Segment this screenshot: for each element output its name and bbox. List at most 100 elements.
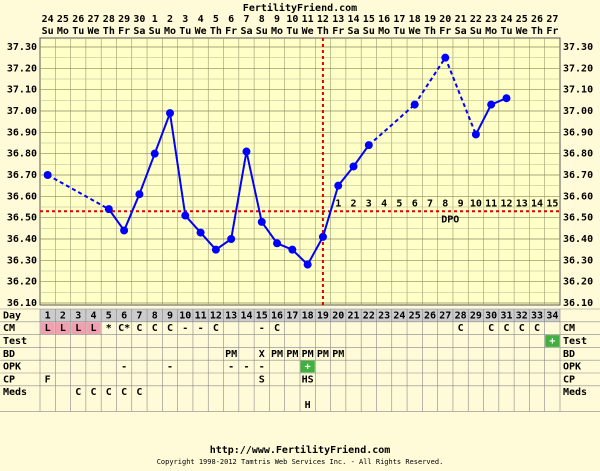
- temperature-point: [502, 94, 511, 103]
- weekday-label: Fr: [332, 26, 344, 37]
- day-number: 13: [225, 310, 237, 321]
- weekday-label: We: [88, 26, 100, 37]
- date-label: 9: [274, 14, 280, 25]
- day-number: 31: [500, 310, 512, 321]
- day-number: 15: [256, 310, 268, 321]
- temperature-line: [352, 144, 370, 168]
- y-tick-label: 36.20: [7, 277, 37, 288]
- gap-connector: [413, 57, 447, 106]
- cell-highlight: [300, 360, 315, 373]
- copyright: Copyright 1998-2012 Tamtris Web Services…: [157, 458, 444, 466]
- temperature-point: [104, 205, 113, 214]
- dpo-label: DPO: [441, 214, 459, 225]
- y-tick-label-right: 36.70: [563, 170, 593, 181]
- row-label-right: Meds: [563, 387, 587, 398]
- cell-text: C: [213, 323, 219, 334]
- day-number: 26: [424, 310, 436, 321]
- dpo-number: 15: [546, 198, 558, 209]
- day-number: 8: [152, 310, 158, 321]
- day-number: 19: [317, 310, 329, 321]
- dpo-number: 9: [458, 198, 464, 209]
- dpo-number: 8: [442, 198, 448, 209]
- cell-text: C*: [118, 323, 130, 334]
- row-label: CP: [3, 374, 15, 385]
- weekday-label: Su: [470, 26, 482, 37]
- date-label: 22: [470, 14, 482, 25]
- day-number: 1: [45, 310, 51, 321]
- date-label: 2: [167, 14, 173, 25]
- date-label: 23: [485, 14, 497, 25]
- cell-text: C: [274, 323, 280, 334]
- row-label-right: Test: [563, 336, 587, 347]
- weekday-label: Su: [149, 26, 161, 37]
- weekday-label: Su: [363, 26, 375, 37]
- cell-text: C: [458, 323, 464, 334]
- date-label: 11: [302, 14, 314, 25]
- day-number: 18: [302, 310, 314, 321]
- cell-text: C: [136, 323, 142, 334]
- temperature-point: [43, 171, 52, 179]
- temperature-line: [260, 221, 278, 244]
- cell-text: C: [534, 323, 540, 334]
- weekday-label: Mo: [57, 26, 69, 37]
- y-tick-label: 37.20: [7, 63, 37, 74]
- row-label: Test: [3, 336, 27, 347]
- cell-text: C: [75, 387, 81, 398]
- date-label: 29: [118, 14, 130, 25]
- temperature-point: [334, 181, 343, 190]
- y-tick-label: 36.70: [7, 170, 37, 181]
- cell-highlight: [86, 322, 101, 335]
- dpo-number: 4: [381, 198, 387, 209]
- row-label-right: BD: [563, 349, 575, 360]
- weekday-label: Mo: [378, 26, 390, 37]
- y-tick-label: 36.50: [7, 213, 37, 224]
- cell-text: C: [488, 323, 494, 334]
- day-number: 9: [167, 310, 173, 321]
- cell-text: C: [106, 387, 112, 398]
- y-tick-label-right: 36.90: [563, 127, 593, 138]
- dpo-number: 6: [412, 198, 418, 209]
- day-number: 32: [516, 310, 528, 321]
- weekday-label: We: [195, 26, 207, 37]
- cell-text: C: [167, 323, 173, 334]
- date-label: 20: [439, 14, 451, 25]
- day-number: 5: [106, 310, 112, 321]
- weekday-label: Sa: [240, 26, 252, 37]
- dpo-number: 5: [396, 198, 402, 209]
- cell-highlight: [545, 335, 560, 347]
- cell-text: L: [45, 323, 51, 334]
- temperature-point: [273, 239, 282, 248]
- temperature-point: [487, 100, 496, 109]
- date-label: 18: [409, 14, 421, 25]
- cell-text: *: [106, 323, 112, 334]
- cell-text: PM: [271, 349, 283, 360]
- temperature-point: [257, 217, 266, 226]
- weekday-label: Sa: [348, 26, 360, 37]
- temperature-line: [230, 151, 248, 240]
- weekday-label: Th: [317, 26, 329, 37]
- weekday-label: Tu: [500, 26, 512, 37]
- dpo-number: 14: [531, 198, 543, 209]
- dpo-number: 11: [485, 198, 497, 209]
- temperature-point: [120, 226, 129, 235]
- y-tick-label: 37.30: [7, 42, 37, 53]
- weekday-label: Su: [256, 26, 268, 37]
- temperature-point: [227, 235, 236, 243]
- cell-text: +: [549, 336, 555, 347]
- dpo-number: 3: [366, 198, 372, 209]
- y-tick-label: 36.80: [7, 149, 37, 160]
- y-tick-label-right: 36.40: [563, 234, 593, 245]
- y-tick-label-right: 37.00: [563, 106, 593, 117]
- temperature-point: [211, 245, 220, 254]
- day-number: 11: [195, 310, 207, 321]
- date-label: 24: [500, 14, 512, 25]
- y-tick-label-right: 36.10: [563, 298, 593, 309]
- day-number: 30: [485, 310, 497, 321]
- date-label: 8: [259, 14, 265, 25]
- weekday-label: Tu: [393, 26, 405, 37]
- y-tick-label-right: 36.50: [563, 213, 593, 224]
- date-label: 14: [348, 14, 360, 25]
- cell-text: +: [305, 362, 311, 373]
- cell-text: -: [182, 323, 188, 334]
- weekday-label: Th: [424, 26, 436, 37]
